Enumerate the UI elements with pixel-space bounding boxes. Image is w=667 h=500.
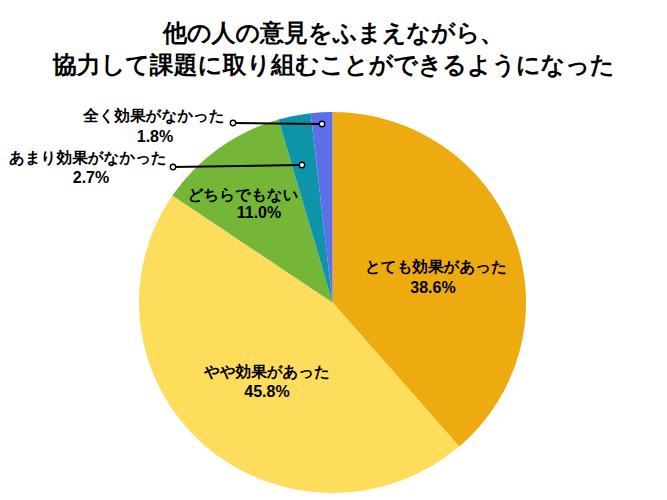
leader-dot-not-at-all-effective-slice (319, 121, 324, 126)
slice-label-somewhat-effective: やや効果があった (203, 363, 330, 381)
slice-label-not-very-effective: あまり効果がなかった (9, 149, 167, 167)
slice-label-very-effective: とても効果があった (365, 258, 507, 276)
slice-pct-somewhat-effective: 45.8% (244, 383, 289, 400)
slice-label-not-at-all-effective: 全く効果がなかった (82, 107, 225, 125)
leader-dot-not-at-all-effective-label (230, 120, 235, 125)
slice-pct-neutral: 11.0% (237, 204, 281, 221)
slice-pct-very-effective: 38.6% (410, 279, 455, 296)
leader-line-not-at-all-effective (233, 123, 322, 124)
pie-chart: とても効果があった 38.6% やや効果があった 45.8% どちらでもない11.0% あ… (0, 0, 667, 500)
leader-dot-not-very-effective-label (170, 164, 175, 169)
slice-pct-not-very-effective: 2.7% (73, 169, 109, 186)
leader-dot-not-very-effective-slice (299, 162, 304, 167)
slice-label-neutral: どちらでもない (187, 186, 298, 204)
slice-pct-not-at-all-effective: 1.8% (137, 128, 173, 145)
